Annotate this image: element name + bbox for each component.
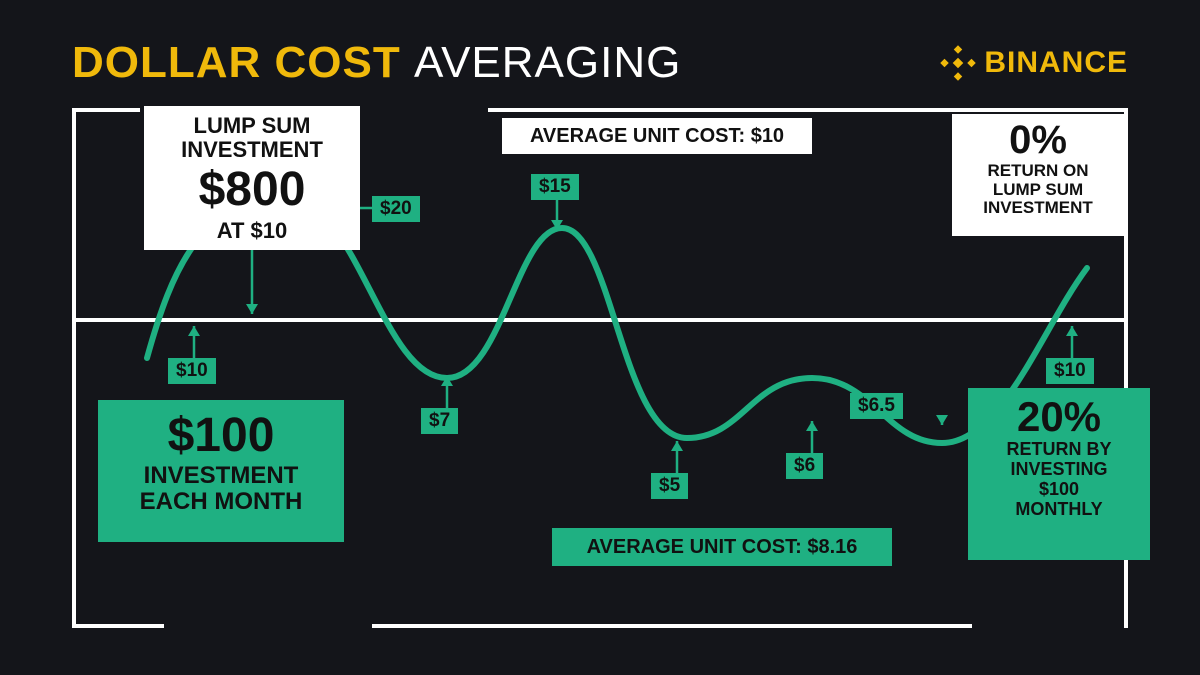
lump-sum-box: LUMP SUM INVESTMENT $800 AT $10 [144, 106, 360, 250]
price-tag: $20 [372, 196, 420, 222]
price-tag: $6 [786, 453, 823, 479]
price-tag: $6.5 [850, 393, 903, 419]
avg-cost-white: AVERAGE UNIT COST: $10 [502, 118, 812, 154]
zero-big: 0% [952, 114, 1124, 162]
lump-sum-amount: $800 [144, 164, 360, 217]
page-title: DOLLAR COST AVERAGING [72, 38, 681, 88]
price-tag: $10 [168, 358, 216, 384]
twenty-return-box: 20% RETURN BY INVESTING $100 MONTHLY [968, 388, 1150, 560]
binance-icon [940, 45, 976, 81]
chart-area: LUMP SUM INVESTMENT $800 AT $10 AVERAGE … [72, 108, 1128, 628]
twenty-big: 20% [968, 388, 1150, 440]
title-light: AVERAGING [414, 38, 681, 87]
lump-sum-l3: AT $10 [144, 219, 360, 243]
monthly-amount: $100 [98, 400, 344, 463]
title-bold: DOLLAR COST [72, 38, 401, 87]
brand-text: BINANCE [984, 46, 1128, 80]
zero-return-box: 0% RETURN ON LUMP SUM INVESTMENT [952, 114, 1124, 236]
monthly-investment-box: $100 INVESTMENT EACH MONTH [98, 400, 344, 542]
price-tag: $10 [1046, 358, 1094, 384]
avg-cost-green: AVERAGE UNIT COST: $8.16 [552, 528, 892, 566]
price-tag: $7 [421, 408, 458, 434]
lump-sum-l2: INVESTMENT [144, 138, 360, 162]
brand-logo: BINANCE [940, 45, 1128, 81]
lump-sum-l1: LUMP SUM [144, 106, 360, 138]
price-tag: $5 [651, 473, 688, 499]
price-tag: $15 [531, 174, 579, 200]
